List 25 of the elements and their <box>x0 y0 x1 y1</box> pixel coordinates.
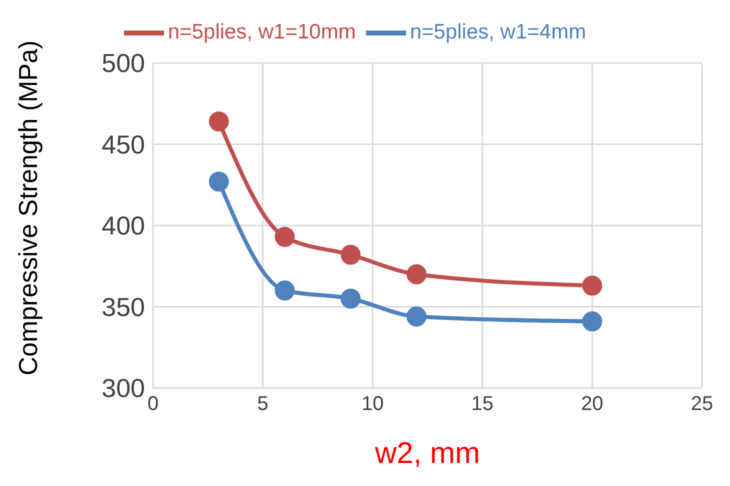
point <box>406 264 427 284</box>
x-tick-label: 5 <box>257 393 268 416</box>
legend-label: n=5plies, w1=4mm <box>410 20 586 44</box>
y-tick-label: 500 <box>102 48 145 78</box>
point <box>208 172 229 192</box>
y-axis-title: Compressive Strength (MPa) <box>13 40 44 376</box>
point <box>582 276 602 296</box>
y-tick-label: 300 <box>102 373 145 404</box>
point <box>208 112 229 132</box>
point <box>582 311 602 332</box>
point <box>274 226 295 247</box>
x-tick-label: 15 <box>471 393 494 416</box>
point <box>406 306 427 326</box>
x-tick-label: 25 <box>690 393 714 416</box>
point <box>340 288 361 309</box>
x-tick-label: 10 <box>361 393 384 416</box>
y-tick-label: 450 <box>102 129 145 160</box>
legend-label: n=5plies, w1=10mm <box>168 20 356 44</box>
point <box>274 280 295 300</box>
y-tick-label: 350 <box>102 292 145 322</box>
x-tick-label: 20 <box>581 393 604 416</box>
y-tick-label: 400 <box>102 210 145 241</box>
point <box>340 244 361 265</box>
x-tick-label: 0 <box>147 393 159 416</box>
x-axis-title: w2, mm <box>374 437 480 470</box>
